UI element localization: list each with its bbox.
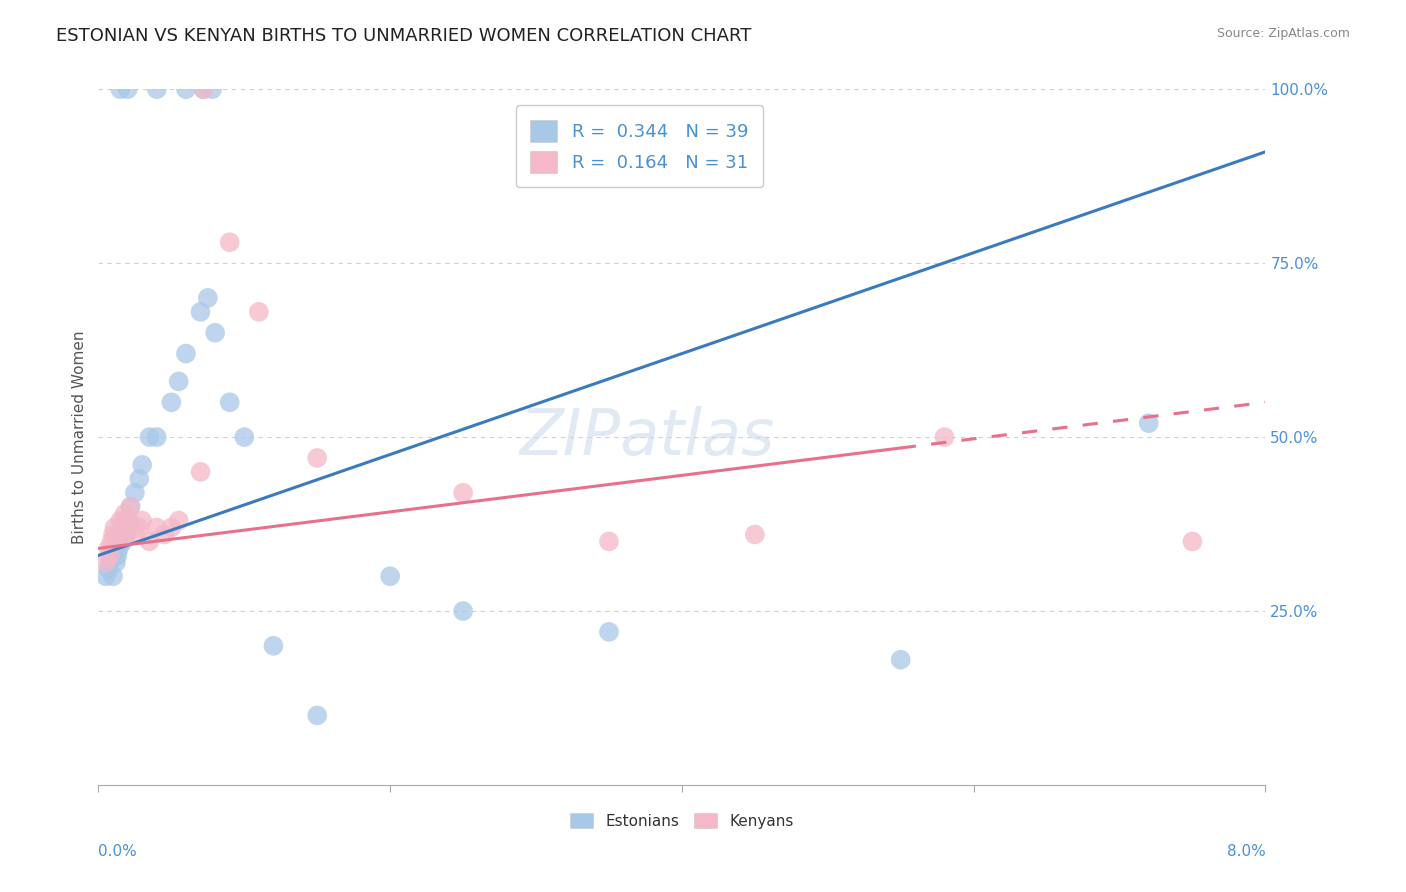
Point [110, 82, 132, 96]
Point [204, 326, 226, 340]
Point [108, 541, 131, 556]
Point [108, 527, 131, 541]
Point [153, 527, 176, 541]
Point [117, 514, 139, 528]
Point [111, 520, 134, 534]
Point [218, 395, 240, 409]
Point [100, 549, 122, 563]
Point [218, 235, 240, 250]
Point [1137, 416, 1160, 430]
Point [98, 549, 121, 563]
Point [100, 534, 122, 549]
Point [174, 346, 197, 360]
Point [104, 534, 127, 549]
Point [167, 514, 190, 528]
Point [744, 527, 766, 541]
Point [117, 82, 139, 96]
Point [190, 465, 212, 479]
Point [110, 514, 132, 528]
Text: 8.0%: 8.0% [1226, 844, 1265, 859]
Point [146, 82, 169, 96]
Point [160, 395, 183, 409]
Point [110, 534, 132, 549]
Point [131, 458, 153, 472]
Point [247, 305, 270, 319]
Point [190, 305, 212, 319]
Point [146, 430, 169, 444]
Point [115, 527, 138, 541]
Legend: Estonians, Kenyans: Estonians, Kenyans [562, 805, 801, 837]
Point [120, 500, 142, 514]
Point [124, 485, 146, 500]
Point [97, 541, 120, 556]
Point [94, 555, 117, 569]
Point [167, 375, 190, 389]
Point [101, 527, 124, 541]
Point [97, 562, 120, 576]
Point [598, 534, 620, 549]
Text: Source: ZipAtlas.com: Source: ZipAtlas.com [1216, 27, 1350, 40]
Point [118, 514, 141, 528]
Point [193, 82, 215, 96]
Point [138, 534, 160, 549]
Point [380, 569, 402, 583]
Point [114, 507, 136, 521]
Point [94, 569, 117, 583]
Point [112, 534, 135, 549]
Point [103, 541, 125, 556]
Point [307, 450, 329, 465]
Point [233, 430, 256, 444]
Text: 0.0%: 0.0% [98, 844, 138, 859]
Text: ESTONIAN VS KENYAN BIRTHS TO UNMARRIED WOMEN CORRELATION CHART: ESTONIAN VS KENYAN BIRTHS TO UNMARRIED W… [56, 27, 752, 45]
Point [117, 520, 139, 534]
Point [890, 653, 912, 667]
Point [934, 430, 956, 444]
Point [115, 527, 138, 541]
Point [105, 549, 128, 563]
Point [193, 82, 215, 96]
Point [128, 520, 150, 534]
Point [128, 472, 150, 486]
Point [174, 82, 197, 96]
Point [98, 555, 121, 569]
Point [104, 555, 127, 569]
Point [1181, 534, 1204, 549]
Point [262, 639, 284, 653]
Point [131, 514, 153, 528]
Text: ZIPatlas: ZIPatlas [519, 406, 775, 468]
Point [114, 514, 136, 528]
Point [101, 569, 124, 583]
Point [201, 82, 224, 96]
Point [120, 500, 142, 514]
Point [124, 527, 146, 541]
Point [112, 520, 135, 534]
Point [197, 291, 219, 305]
Point [103, 520, 125, 534]
Y-axis label: Births to Unmarried Women: Births to Unmarried Women [72, 330, 87, 544]
Point [451, 485, 474, 500]
Point [146, 520, 169, 534]
Point [138, 430, 160, 444]
Point [307, 708, 329, 723]
Point [110, 527, 132, 541]
Point [101, 549, 124, 563]
Point [598, 624, 620, 639]
Point [451, 604, 474, 618]
Point [160, 520, 183, 534]
